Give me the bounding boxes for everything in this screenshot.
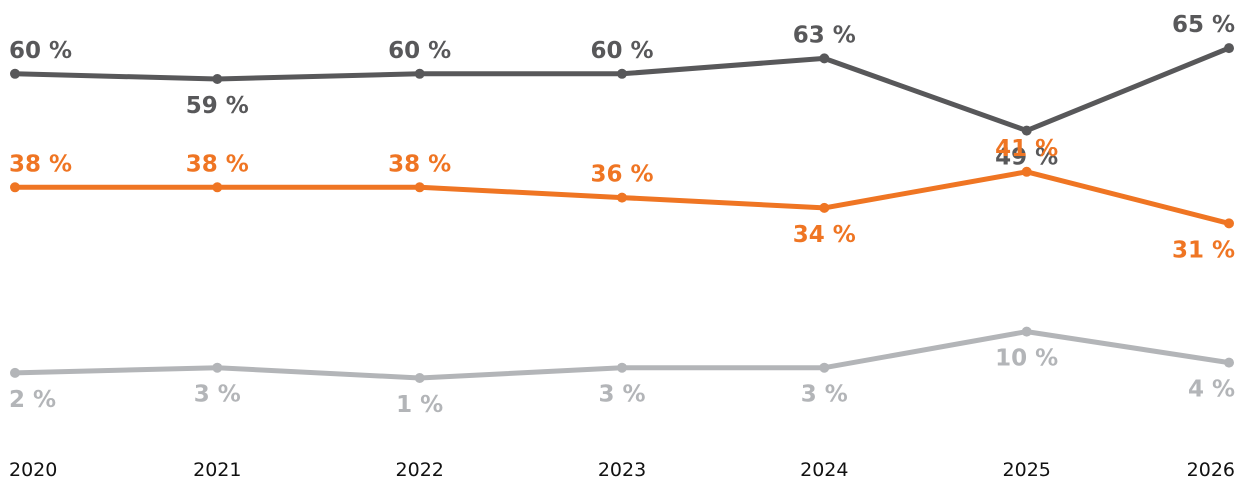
series-2-point-2026 xyxy=(1224,218,1234,229)
series-3-label-2023: 3 % xyxy=(598,382,645,408)
series-2-point-2023 xyxy=(617,192,627,203)
series-3-point-2020 xyxy=(10,367,20,378)
x-tick-label-2026: 2026 xyxy=(1187,459,1235,480)
series-1-label-2024: 63 % xyxy=(793,22,856,48)
x-tick-label-2020: 2020 xyxy=(9,459,57,480)
series-2-label-2021: 38 % xyxy=(186,151,249,177)
series-1-label-2025: 49 % xyxy=(995,145,1058,171)
series-1-point-2023 xyxy=(617,68,627,79)
series-layer xyxy=(10,43,1234,383)
series-2-point-2020 xyxy=(10,182,20,193)
series-2-label-2025: 41 % xyxy=(995,136,1058,162)
series-2-point-2025 xyxy=(1021,166,1032,177)
series-2-point-2021 xyxy=(212,182,223,193)
series-1-point-2021 xyxy=(212,74,223,84)
x-tick-label-2023: 2023 xyxy=(598,459,646,480)
series-2-point-2022 xyxy=(414,182,425,193)
series-2-label-2026: 31 % xyxy=(1172,237,1235,263)
series-1-label-2021: 59 % xyxy=(186,93,249,119)
series-3-label-2025: 10 % xyxy=(995,346,1058,372)
series-1-point-2024 xyxy=(819,53,830,64)
x-tick-label-2022: 2022 xyxy=(396,459,444,480)
series-1-point-2020 xyxy=(10,68,20,79)
x-tick-label-2021: 2021 xyxy=(193,459,241,480)
series-3-label-2020: 2 % xyxy=(9,387,56,413)
x-tick-label-2024: 2024 xyxy=(800,459,848,480)
series-2-label-2023: 36 % xyxy=(590,162,653,188)
series-1-point-2025 xyxy=(1021,125,1032,136)
series-1-point-2026 xyxy=(1224,43,1234,54)
series-3-point-2024 xyxy=(819,362,830,373)
series-1-label-2022: 60 % xyxy=(388,38,451,64)
series-1-label-2023: 60 % xyxy=(590,38,653,64)
series-3-point-2023 xyxy=(617,362,627,373)
series-3-label-2026: 4 % xyxy=(1188,377,1235,403)
series-3-point-2022 xyxy=(414,373,425,383)
x-tick-label-2025: 2025 xyxy=(1003,459,1051,480)
series-2-point-2024 xyxy=(819,202,830,213)
series-3-label-2024: 3 % xyxy=(801,382,848,408)
series-3-point-2025 xyxy=(1021,326,1032,337)
series-2-label-2020: 38 % xyxy=(9,151,72,177)
series-3-point-2021 xyxy=(212,362,223,373)
data-label-layer: 60 % 59 % 60 % 60 % 63 % 49 % 65 % 38 % 38 % 38 %… xyxy=(9,12,1235,418)
series-3-label-2022: 1 % xyxy=(396,392,443,418)
series-3-label-2021: 3 % xyxy=(194,382,241,408)
series-3-point-2026 xyxy=(1224,357,1234,368)
series-2-label-2022: 38 % xyxy=(388,151,451,177)
series-1-label-2020: 60 % xyxy=(9,38,72,64)
series-2-label-2024: 34 % xyxy=(793,222,856,248)
x-axis: 2020 2021 2022 2023 2024 2025 2026 xyxy=(9,459,1235,480)
series-1-point-2022 xyxy=(414,68,425,79)
series-1-label-2026: 65 % xyxy=(1172,12,1235,38)
